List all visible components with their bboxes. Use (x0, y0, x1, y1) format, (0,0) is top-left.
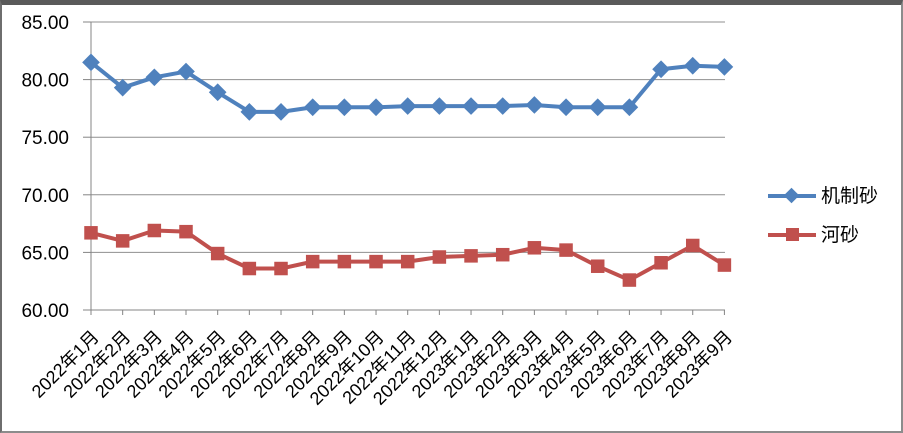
data-point-marker (430, 97, 449, 115)
data-point-marker (432, 250, 447, 264)
line-chart-plot: 60.0065.0070.0075.0080.0085.002022年1月202… (21, 13, 736, 409)
legend-item-machine-sand: 机制砂 (768, 184, 878, 208)
legend-marker-diamond-icon (768, 187, 816, 204)
data-point-marker (495, 247, 510, 262)
data-point-marker (464, 249, 478, 263)
data-point-marker (82, 53, 100, 72)
data-point-marker (493, 97, 512, 115)
legend-marker-square-icon (768, 227, 816, 243)
legend-item-river-sand: 河砂 (768, 223, 878, 247)
data-point-marker (559, 243, 573, 257)
data-point-marker (527, 241, 542, 255)
y-axis-label: 70.00 (21, 186, 69, 207)
data-point-marker (147, 223, 162, 238)
data-point-marker (210, 246, 225, 261)
data-point-marker (113, 78, 132, 97)
data-point-marker (717, 258, 732, 272)
data-point-marker (588, 98, 607, 117)
data-point-marker (240, 103, 259, 121)
data-point-marker (179, 224, 193, 239)
diamond-marker-icon (783, 187, 800, 204)
data-point-marker (303, 98, 322, 117)
data-point-marker (242, 261, 257, 276)
y-axis-label: 80.00 (21, 71, 69, 92)
data-point-marker (525, 96, 544, 114)
data-point-marker (272, 103, 290, 121)
chart-legend: 机制砂 河砂 (768, 184, 878, 247)
data-point-marker (274, 261, 288, 276)
y-axis-label: 60.00 (21, 301, 69, 322)
data-point-marker (654, 256, 668, 270)
y-axis-label: 75.00 (21, 128, 69, 149)
data-point-marker (715, 58, 734, 76)
data-point-marker (208, 83, 227, 102)
data-point-marker (462, 97, 480, 115)
data-point-marker (337, 254, 352, 269)
legend-label-machine-sand: 机制砂 (821, 185, 879, 207)
data-point-marker (400, 254, 415, 269)
data-point-marker (685, 238, 700, 253)
y-axis-label: 85.00 (21, 13, 69, 34)
data-point-marker (369, 254, 383, 269)
square-marker-icon (786, 228, 799, 241)
data-point-marker (335, 98, 354, 117)
data-point-marker (590, 259, 605, 273)
data-point-marker (622, 273, 637, 287)
data-point-marker (145, 68, 164, 87)
data-point-marker (557, 98, 575, 117)
data-point-marker (84, 226, 98, 240)
data-point-marker (115, 234, 130, 248)
data-point-marker (367, 98, 385, 117)
legend-label-river-sand: 河砂 (821, 224, 860, 246)
data-point-marker (398, 97, 417, 115)
data-point-marker (683, 56, 702, 75)
data-point-marker (305, 254, 320, 269)
y-axis-label: 65.00 (21, 243, 69, 264)
